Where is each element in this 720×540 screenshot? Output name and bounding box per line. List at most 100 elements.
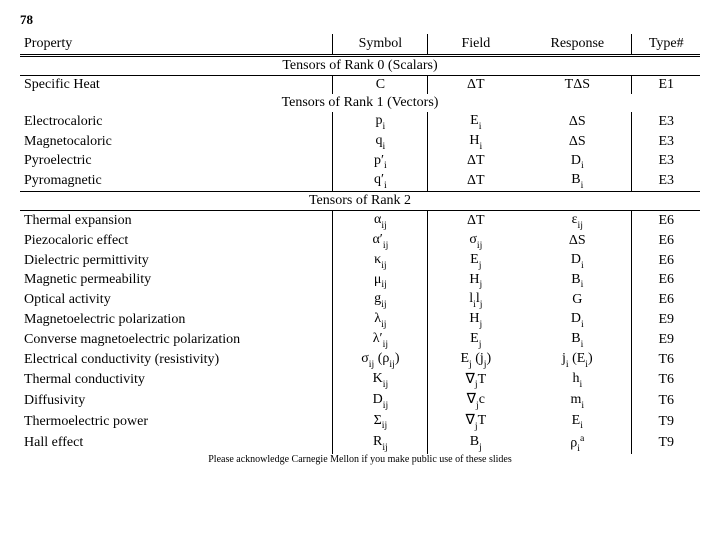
cell-field: ∇jT xyxy=(428,370,523,391)
cell-field: ΔT xyxy=(428,211,523,231)
cell-property: Thermal expansion xyxy=(20,211,333,231)
cell-property: Pyromagnetic xyxy=(20,171,333,191)
cell-type: T6 xyxy=(632,350,700,370)
cell-field: Hi xyxy=(428,132,523,152)
table-row: Pyromagneticq′iΔTBiE3 xyxy=(20,171,700,191)
col-property: Property xyxy=(20,34,333,56)
cell-symbol: Σij xyxy=(333,411,428,432)
cell-field: Ei xyxy=(428,112,523,132)
cell-response: εij xyxy=(523,211,632,231)
cell-property: Thermoelectric power xyxy=(20,411,333,432)
cell-response: TΔS xyxy=(523,76,632,95)
cell-property: Magnetic permeability xyxy=(20,271,333,291)
table-header-row: PropertySymbolFieldResponseType# xyxy=(20,34,700,56)
cell-property: Specific Heat xyxy=(20,76,333,95)
cell-symbol: p′i xyxy=(333,152,428,172)
cell-field: ΔT xyxy=(428,152,523,172)
cell-field: Ej xyxy=(428,330,523,350)
cell-symbol: Kij xyxy=(333,370,428,391)
cell-property: Diffusivity xyxy=(20,390,333,411)
table-row: Pyroelectricp′iΔTDiE3 xyxy=(20,152,700,172)
cell-type: E6 xyxy=(632,251,700,271)
section-title: Tensors of Rank 1 (Vectors) xyxy=(20,94,700,112)
cell-response: ΔS xyxy=(523,231,632,251)
cell-response: G xyxy=(523,290,632,310)
cell-symbol: λ′ij xyxy=(333,330,428,350)
cell-type: E3 xyxy=(632,152,700,172)
cell-response: Bi xyxy=(523,271,632,291)
cell-property: Electrocaloric xyxy=(20,112,333,132)
table-row: Thermal expansionαijΔTεijE6 xyxy=(20,211,700,231)
cell-type: E6 xyxy=(632,290,700,310)
cell-response: ΔS xyxy=(523,132,632,152)
cell-response: hi xyxy=(523,370,632,391)
cell-type: E3 xyxy=(632,112,700,132)
cell-field: σij xyxy=(428,231,523,251)
table-row: Converse magnetoelectric polarizationλ′i… xyxy=(20,330,700,350)
col-type: Type# xyxy=(632,34,700,56)
cell-symbol: κij xyxy=(333,251,428,271)
cell-type: E3 xyxy=(632,132,700,152)
cell-type: E9 xyxy=(632,330,700,350)
cell-symbol: σij (ρij) xyxy=(333,350,428,370)
col-symbol: Symbol xyxy=(333,34,428,56)
col-response: Response xyxy=(523,34,632,56)
cell-type: E6 xyxy=(632,231,700,251)
table-row: Optical activitygijliljGE6 xyxy=(20,290,700,310)
cell-type: E6 xyxy=(632,211,700,231)
cell-field: Bj xyxy=(428,432,523,454)
cell-type: T6 xyxy=(632,390,700,411)
table-row: Magnetic permeabilityμijHjBiE6 xyxy=(20,271,700,291)
page-number: 78 xyxy=(20,12,700,28)
cell-symbol: q′i xyxy=(333,171,428,191)
table-row: Dielectric permittivityκijEjDiE6 xyxy=(20,251,700,271)
cell-symbol: αij xyxy=(333,211,428,231)
cell-symbol: gij xyxy=(333,290,428,310)
cell-response: Di xyxy=(523,152,632,172)
cell-property: Magnetocaloric xyxy=(20,132,333,152)
cell-type: T9 xyxy=(632,432,700,454)
cell-symbol: λij xyxy=(333,310,428,330)
cell-response: Bi xyxy=(523,171,632,191)
table-row: Thermal conductivityKij∇jThiT6 xyxy=(20,370,700,391)
cell-field: Ej (jj) xyxy=(428,350,523,370)
cell-type: T6 xyxy=(632,370,700,391)
cell-symbol: C xyxy=(333,76,428,95)
cell-symbol: qi xyxy=(333,132,428,152)
cell-field: lilj xyxy=(428,290,523,310)
cell-type: T9 xyxy=(632,411,700,432)
table-row: Thermoelectric powerΣij∇jTEiT9 xyxy=(20,411,700,432)
cell-response: ρia xyxy=(523,432,632,454)
cell-type: E1 xyxy=(632,76,700,95)
col-field: Field xyxy=(428,34,523,56)
section-title: Tensors of Rank 0 (Scalars) xyxy=(20,57,700,76)
footer-text: Please acknowledge Carnegie Mellon if yo… xyxy=(20,454,700,465)
cell-response: ji (Ei) xyxy=(523,350,632,370)
table-row: Hall effectRijBjρiaT9 xyxy=(20,432,700,454)
section-title: Tensors of Rank 2 xyxy=(20,192,700,211)
table-row: Electrical conductivity (resistivity)σij… xyxy=(20,350,700,370)
table-row: ElectrocaloricpiEiΔSE3 xyxy=(20,112,700,132)
cell-response: ΔS xyxy=(523,112,632,132)
cell-field: Hj xyxy=(428,310,523,330)
cell-type: E9 xyxy=(632,310,700,330)
cell-response: Bi xyxy=(523,330,632,350)
table-row: MagnetocaloricqiHiΔSE3 xyxy=(20,132,700,152)
cell-field: ∇jc xyxy=(428,390,523,411)
table-row: Magnetoelectric polarizationλijHjDiE9 xyxy=(20,310,700,330)
cell-type: E3 xyxy=(632,171,700,191)
cell-field: ∇jT xyxy=(428,411,523,432)
cell-response: Di xyxy=(523,310,632,330)
cell-property: Magnetoelectric polarization xyxy=(20,310,333,330)
cell-symbol: α′ij xyxy=(333,231,428,251)
cell-response: mi xyxy=(523,390,632,411)
cell-property: Optical activity xyxy=(20,290,333,310)
table-row: Specific HeatCΔTTΔSE1 xyxy=(20,76,700,95)
cell-property: Thermal conductivity xyxy=(20,370,333,391)
cell-response: Di xyxy=(523,251,632,271)
cell-field: ΔT xyxy=(428,76,523,95)
cell-property: Pyroelectric xyxy=(20,152,333,172)
tensor-properties-table: PropertySymbolFieldResponseType#Tensors … xyxy=(20,34,700,454)
cell-field: Hj xyxy=(428,271,523,291)
cell-symbol: pi xyxy=(333,112,428,132)
